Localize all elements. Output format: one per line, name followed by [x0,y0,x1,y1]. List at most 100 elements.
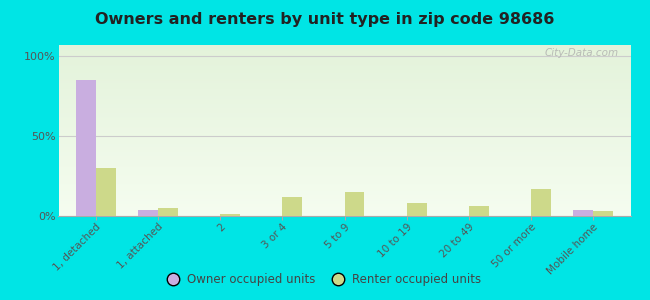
Bar [58,193,630,194]
Bar [58,130,630,131]
Bar [58,159,630,160]
Bar [58,98,630,99]
Bar [58,77,630,78]
Bar [58,154,630,155]
Bar [58,146,630,147]
Bar [58,162,630,163]
Bar [58,105,630,106]
Bar [58,192,630,193]
Bar [58,118,630,119]
Bar [58,95,630,96]
Bar [58,111,630,112]
Bar [58,104,630,105]
Bar [58,208,630,209]
Bar [58,215,630,216]
Bar [58,54,630,55]
Bar [158,208,178,216]
Bar [58,99,630,100]
Bar [58,158,630,159]
Bar [58,100,630,101]
Legend: Owner occupied units, Renter occupied units: Owner occupied units, Renter occupied un… [164,269,486,291]
Bar [58,129,630,130]
Bar [58,106,630,107]
Bar [58,181,630,182]
Text: Owners and renters by unit type in zip code 98686: Owners and renters by unit type in zip c… [96,12,554,27]
Bar [58,131,630,132]
Bar [58,185,630,186]
Bar [58,133,630,134]
Bar [58,165,630,166]
Bar [58,211,630,212]
Bar [531,189,551,216]
Bar [58,180,630,181]
Bar [58,166,630,167]
Bar [58,168,630,169]
Bar [58,197,630,198]
Bar [220,214,240,216]
Bar [58,171,630,172]
Bar [58,55,630,56]
Bar [58,179,630,180]
Bar [58,148,630,149]
Bar [58,66,630,67]
Bar [449,215,469,216]
Bar [58,188,630,189]
Bar [58,155,630,156]
Bar [58,94,630,95]
Bar [58,147,630,148]
Bar [58,58,630,59]
Bar [58,69,630,70]
Bar [58,136,630,137]
Bar [58,113,630,114]
Bar [58,70,630,71]
Bar [58,210,630,211]
Bar [58,156,630,157]
Bar [58,137,630,138]
Bar [58,149,630,150]
Bar [58,206,630,207]
Bar [58,196,630,197]
Bar [58,110,630,111]
Bar [58,160,630,161]
Bar [58,92,630,93]
Bar [58,151,630,152]
Bar [58,67,630,68]
Bar [58,182,630,183]
Bar [58,75,630,76]
Bar [58,178,630,179]
Bar [58,139,630,140]
Bar [58,118,630,119]
Bar [58,141,630,142]
Bar [58,50,630,51]
Bar [58,60,630,61]
Bar [58,103,630,104]
Bar [58,76,630,77]
Bar [58,204,630,205]
Bar [58,200,630,201]
Bar [407,203,426,216]
Bar [263,215,282,216]
Bar [200,215,220,216]
Bar [58,47,630,48]
Bar [58,81,630,82]
Bar [58,195,630,196]
Bar [58,114,630,115]
Bar [58,167,630,168]
Bar [324,215,345,216]
Text: City-Data.com: City-Data.com [545,48,619,59]
Bar [58,170,630,171]
Bar [138,210,158,216]
Bar [58,59,630,60]
Bar [58,128,630,129]
Bar [58,163,630,164]
Bar [387,215,407,216]
Bar [58,124,630,125]
Bar [58,152,630,153]
Bar [58,140,630,141]
Bar [58,119,630,120]
Bar [58,172,630,173]
Bar [58,89,630,90]
Bar [58,138,630,139]
Bar [58,174,630,175]
Bar [58,71,630,72]
